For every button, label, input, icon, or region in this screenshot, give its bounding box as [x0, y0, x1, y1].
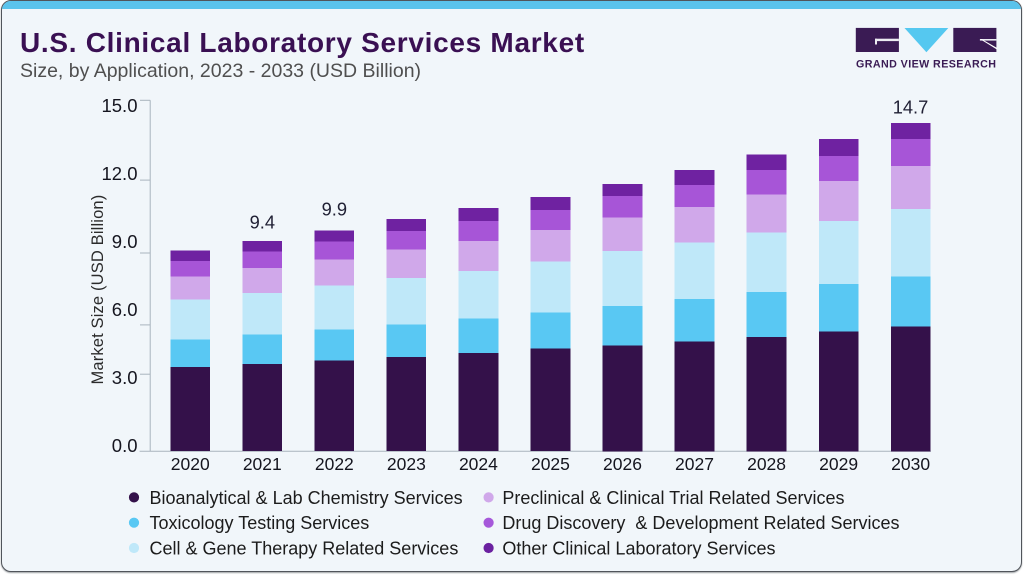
svg-text:9.9: 9.9 — [322, 199, 347, 220]
svg-text:9.0: 9.0 — [112, 231, 138, 252]
svg-text:Size, by Application, 2023 - 2: Size, by Application, 2023 - 2033 (USD B… — [20, 60, 421, 82]
svg-text:2029: 2029 — [819, 454, 858, 474]
svg-text:2023: 2023 — [387, 454, 426, 474]
svg-text:14.7: 14.7 — [893, 97, 929, 118]
svg-text:2025: 2025 — [531, 454, 570, 474]
svg-text:2021: 2021 — [243, 454, 282, 474]
svg-text:2022: 2022 — [315, 454, 354, 474]
svg-text:Market Size (USD Billion): Market Size (USD Billion) — [89, 195, 107, 385]
svg-text:9.4: 9.4 — [250, 211, 275, 232]
svg-text:0.0: 0.0 — [112, 435, 138, 456]
svg-text:Preclinical & Clinical Trial R: Preclinical & Clinical Trial Related Ser… — [502, 488, 844, 508]
svg-text:U.S. Clinical Laboratory Servi: U.S. Clinical Laboratory Services Market — [20, 27, 585, 58]
svg-text:Other Clinical Laboratory Serv: Other Clinical Laboratory Services — [502, 538, 775, 558]
svg-text:15.0: 15.0 — [101, 95, 137, 116]
svg-text:3.0: 3.0 — [112, 367, 138, 388]
svg-text:Drug Discovery & Development: Drug Discovery & Development Related Ser… — [502, 513, 899, 533]
svg-text:2028: 2028 — [747, 454, 786, 474]
svg-text:GRAND VIEW RESEARCH: GRAND VIEW RESEARCH — [856, 59, 996, 71]
svg-text:2027: 2027 — [675, 454, 714, 474]
svg-text:6.0: 6.0 — [112, 299, 138, 320]
svg-text:2030: 2030 — [891, 454, 930, 474]
svg-text:Bioanalytical & Lab Chemistry: Bioanalytical & Lab Chemistry Services — [150, 488, 463, 508]
svg-text:2024: 2024 — [459, 454, 498, 474]
svg-text:2026: 2026 — [603, 454, 642, 474]
svg-text:Toxicology Testing Services: Toxicology Testing Services — [150, 513, 370, 533]
svg-text:2020: 2020 — [171, 454, 210, 474]
svg-text:12.0: 12.0 — [101, 163, 137, 184]
svg-text:Cell & Gene Therapy Related Se: Cell & Gene Therapy Related Services — [150, 538, 459, 558]
